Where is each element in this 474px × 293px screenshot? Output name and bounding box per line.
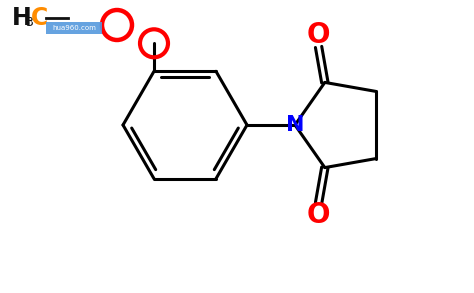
Text: C: C [31,6,48,30]
Bar [46,22,102,34]
Text: 3: 3 [25,16,33,30]
Text: N: N [286,115,304,135]
Text: H: H [12,6,32,30]
Text: hua960.com: hua960.com [52,25,96,31]
Text: O: O [307,201,330,229]
Text: O: O [307,21,330,49]
